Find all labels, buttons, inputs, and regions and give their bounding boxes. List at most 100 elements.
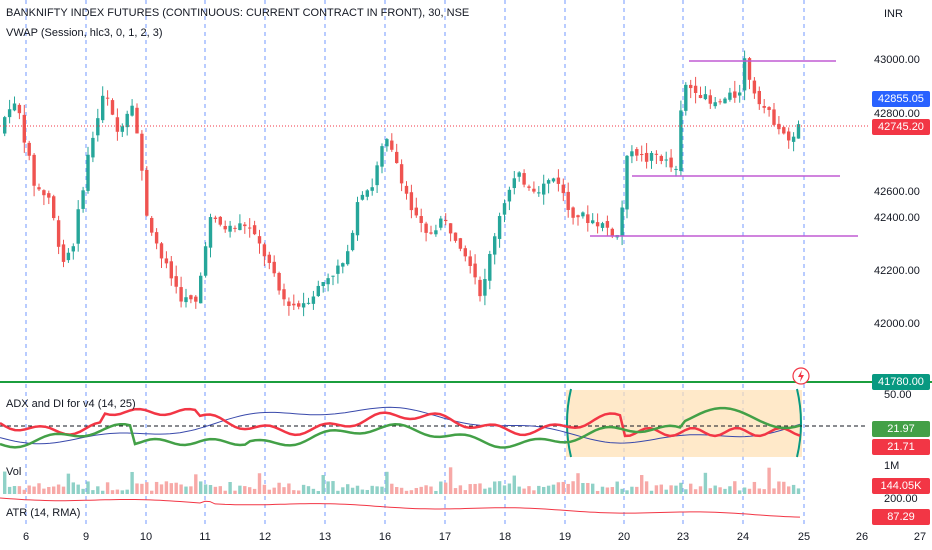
candle-body (91, 137, 95, 158)
candle-body (145, 169, 149, 216)
volume-bar (390, 483, 394, 494)
vol-axis: 1M (884, 460, 900, 472)
candle-body (581, 212, 585, 217)
candle-body (620, 207, 624, 236)
candle-body (473, 263, 477, 278)
volume-bar (556, 482, 561, 494)
volume-bar (86, 481, 90, 494)
volume-bar (145, 482, 149, 494)
candle-body (350, 232, 355, 251)
volume-bar (738, 490, 742, 494)
candle-body (414, 207, 418, 216)
candle-body (292, 303, 296, 306)
volume-bar (76, 484, 80, 494)
candle-body (693, 85, 698, 93)
candle-body (591, 220, 595, 224)
candle-body (370, 187, 374, 191)
volume-bar (787, 486, 791, 494)
volume-bar (7, 486, 12, 494)
currency-label: INR (884, 8, 903, 20)
price-tick-42800: 42800.00 (874, 108, 920, 120)
candle-body (306, 302, 311, 304)
volume-bar (493, 481, 497, 494)
candle-body (135, 107, 139, 134)
volume-bar (336, 490, 340, 494)
candle-body (767, 107, 771, 110)
candle-body (262, 244, 267, 257)
volume-bar (703, 472, 708, 494)
volume-bar (52, 486, 56, 494)
candle-body (257, 236, 262, 244)
candle-body (56, 220, 61, 247)
volume-bar (468, 484, 472, 494)
volume-bar (321, 475, 325, 494)
adx-pane-label[interactable]: ADX and DI for v4 (14, 25) (6, 398, 136, 410)
candle-body (713, 102, 717, 107)
candle-body (189, 295, 193, 300)
atr-line (0, 497, 801, 518)
candle-body (169, 261, 173, 279)
candle-body (130, 105, 134, 116)
time-label-19: 19 (558, 531, 572, 543)
volume-bar (591, 483, 595, 494)
volume-bar (684, 489, 688, 494)
candle-body (159, 243, 164, 259)
volume-bar (267, 489, 271, 494)
vwap-indicator-label[interactable]: VWAP (Session, hlc3, 0, 1, 2, 3) (6, 27, 163, 39)
volume-bar (130, 471, 134, 494)
candle-body (679, 110, 683, 172)
candle-body (752, 80, 757, 94)
price-candles (3, 50, 801, 317)
volume-bar (385, 471, 389, 494)
candle-body (488, 253, 492, 281)
volume-bar (659, 484, 663, 494)
alert-price-badge[interactable]: 41780.00 (872, 374, 930, 390)
candle-body (512, 178, 516, 189)
volume-bar (282, 487, 286, 494)
volume-bar (218, 486, 222, 494)
candle-body (733, 91, 737, 98)
candle-body (47, 193, 51, 198)
atr-pane-label[interactable]: ATR (14, RMA) (6, 507, 81, 519)
volume-bar (355, 485, 360, 494)
volume-bar (252, 488, 257, 494)
volume-bar (693, 489, 698, 494)
volume-bar (66, 473, 71, 494)
price-tick-43000: 43000.00 (874, 54, 920, 66)
candle-body (316, 285, 320, 297)
volume-bar (115, 489, 120, 494)
volume-bar (91, 490, 95, 494)
volume-bar (747, 488, 752, 494)
candle-body (738, 92, 742, 96)
volume-bar (542, 486, 546, 494)
volume-bar (56, 484, 61, 494)
candle-body (424, 223, 428, 233)
volume-bar (664, 489, 668, 494)
candle-body (385, 139, 389, 147)
volume-bar (772, 488, 776, 494)
chart-title: BANKNIFTY INDEX FUTURES (CONTINUOUS: CUR… (6, 7, 470, 19)
di-plus-line (0, 407, 801, 438)
volume-bar (586, 482, 590, 494)
candle-body (409, 192, 414, 211)
vol-pane-label[interactable]: Vol (6, 466, 22, 478)
candle-body (527, 186, 531, 188)
candle-body (787, 131, 791, 141)
candle-body (321, 282, 325, 287)
volume-bar (566, 483, 570, 494)
volume-bar (208, 485, 213, 494)
candle-body (674, 168, 678, 170)
volume-bar (796, 488, 801, 494)
volume-bar (669, 485, 673, 494)
volume-bar (140, 483, 144, 494)
volume-bar (164, 481, 169, 494)
candle-body (698, 94, 703, 99)
volume-bar (791, 484, 796, 494)
candle-body (483, 279, 487, 296)
volume-bar (169, 483, 173, 494)
time-label-17: 17 (438, 531, 452, 543)
price-tick-42200: 42200.00 (874, 265, 920, 277)
time-label-10: 10 (139, 531, 153, 543)
volume-bar (512, 475, 516, 494)
